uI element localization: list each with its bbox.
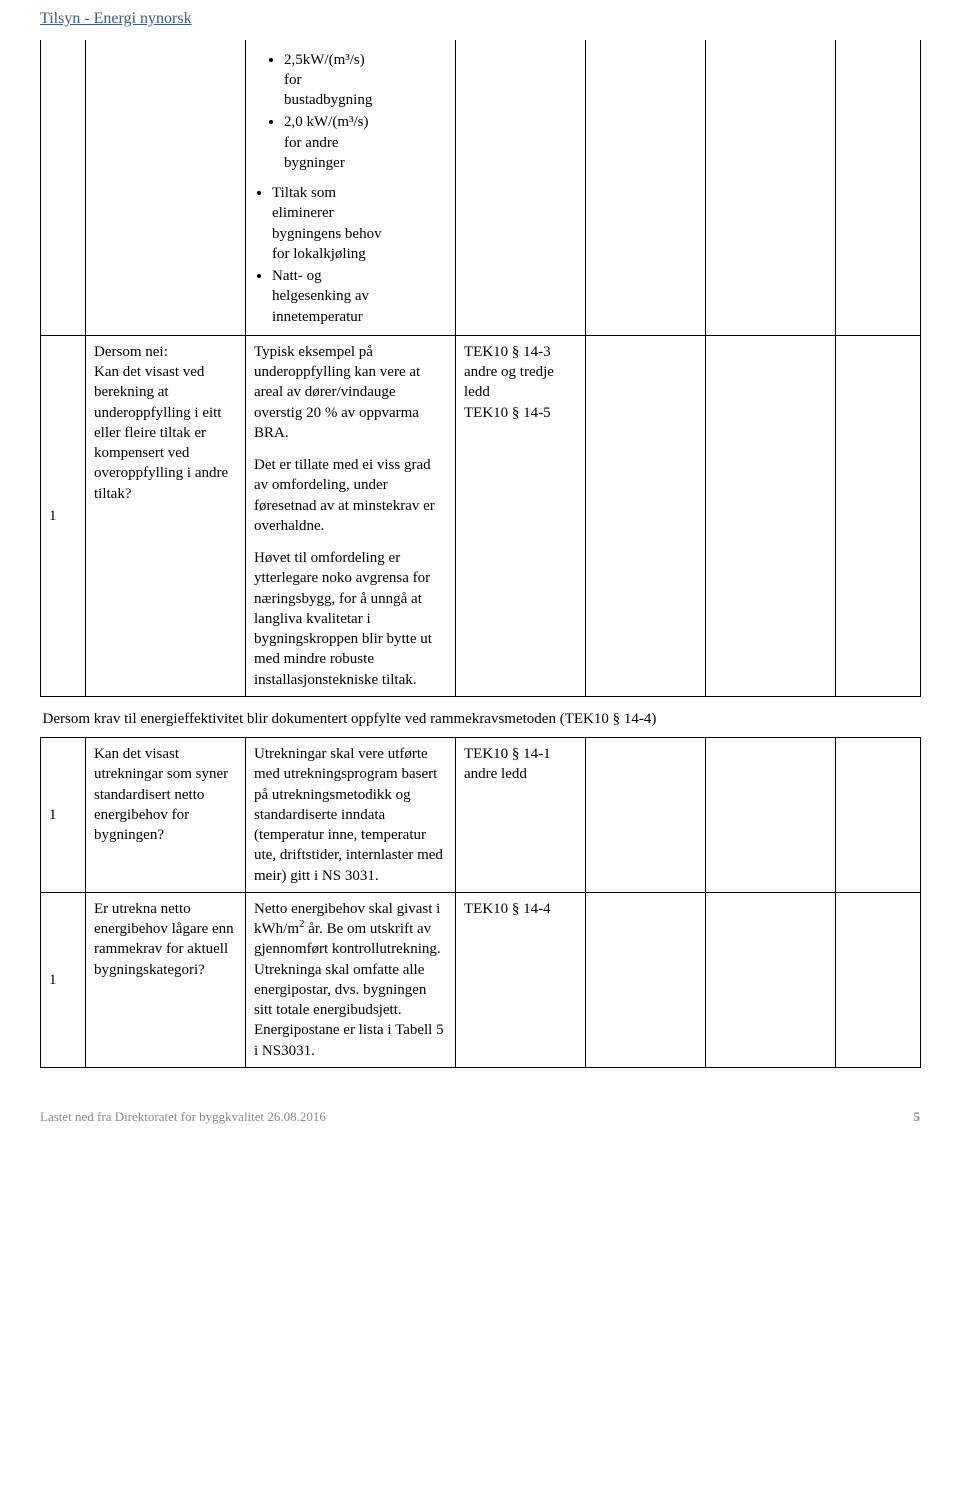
- header-link[interactable]: Tilsyn - Energi nynorsk: [40, 8, 192, 30]
- cell: TEK10 § 14-1 andre ledd: [456, 738, 586, 893]
- cell-num: 1: [41, 738, 86, 893]
- text: bygningens behov: [272, 226, 382, 242]
- cell-bullets: 2,5kW/(m³/s) for bustadbygning 2,0 kW/(m…: [246, 40, 456, 336]
- cell: [706, 738, 836, 893]
- cell: Er utrekna netto energibehov lågare enn …: [86, 892, 246, 1067]
- cell: Kan det visast utrekningar som syner sta…: [86, 738, 246, 893]
- text: for lokalkjøling: [272, 246, 366, 262]
- cell: Dersom nei: Kan det visast ved berekning…: [86, 335, 246, 696]
- table-row: 2,5kW/(m³/s) for bustadbygning 2,0 kW/(m…: [41, 40, 921, 336]
- cell: [86, 40, 246, 336]
- cell-num: [41, 40, 86, 336]
- page-footer: Lastet ned fra Direktoratet for byggkval…: [40, 1108, 920, 1126]
- cell: [586, 40, 706, 336]
- table-row: 1 Er utrekna netto energibehov lågare en…: [41, 892, 921, 1067]
- text: helgesenking av: [272, 288, 369, 304]
- cell-num: 1: [41, 892, 86, 1067]
- cell: [836, 335, 921, 696]
- cell: [706, 40, 836, 336]
- cell: [586, 892, 706, 1067]
- list-item: 2,0 kW/(m³/s) for andre bygninger: [284, 112, 447, 173]
- text: Tiltak som: [272, 185, 336, 201]
- bullet-list-level2: 2,5kW/(m³/s) for bustadbygning 2,0 kW/(m…: [254, 50, 447, 174]
- cell: [586, 738, 706, 893]
- row-number: 1: [49, 972, 57, 988]
- cell: [706, 335, 836, 696]
- superscript: 2: [299, 918, 305, 930]
- cell: [456, 40, 586, 336]
- para: Typisk eksempel på underoppfylling kan v…: [254, 342, 447, 443]
- section-heading: Dersom krav til energieffektivitet blir …: [41, 696, 921, 737]
- cell: [586, 335, 706, 696]
- cell: TEK10 § 14-3 andre og tredje ledd TEK10 …: [456, 335, 586, 696]
- row-number: 1: [49, 508, 57, 524]
- text: 2,5kW/(m³/s): [284, 52, 365, 68]
- cell: [836, 738, 921, 893]
- text: for: [284, 72, 302, 88]
- cell: Typisk eksempel på underoppfylling kan v…: [246, 335, 456, 696]
- cell: [836, 40, 921, 336]
- row-number: 1: [49, 807, 57, 823]
- footer-left: Lastet ned fra Direktoratet for byggkval…: [40, 1109, 326, 1124]
- list-item: 2,5kW/(m³/s) for bustadbygning: [284, 50, 447, 111]
- para: Det er tillate med ei viss grad av omfor…: [254, 455, 447, 536]
- cell: Netto energibehov skal givast i kWh/m2 å…: [246, 892, 456, 1067]
- text: bygninger: [284, 155, 345, 171]
- text: bustadbygning: [284, 92, 372, 108]
- text: år. Be om utskrift av gjennomført kontro…: [254, 921, 444, 1059]
- text: eliminerer: [272, 205, 334, 221]
- cell-num: 1: [41, 335, 86, 696]
- text: innetemperatur: [272, 309, 363, 325]
- para: Høvet til omfordeling er ytterlegare nok…: [254, 548, 447, 690]
- footer-page-number: 5: [914, 1108, 921, 1126]
- section-row: Dersom krav til energieffektivitet blir …: [41, 696, 921, 737]
- cell: [836, 892, 921, 1067]
- table-row: 1 Kan det visast utrekningar som syner s…: [41, 738, 921, 893]
- text: 2,0 kW/(m³/s): [284, 114, 369, 130]
- text: for andre: [284, 135, 339, 151]
- content-table: 2,5kW/(m³/s) for bustadbygning 2,0 kW/(m…: [40, 40, 921, 1068]
- list-item: Tiltak som eliminerer bygningens behov f…: [272, 183, 447, 264]
- list-item: Natt- og helgesenking av innetemperatur: [272, 266, 447, 327]
- bullet-list-level1: Tiltak som eliminerer bygningens behov f…: [254, 183, 447, 327]
- cell: [706, 892, 836, 1067]
- table-row: 1 Dersom nei: Kan det visast ved berekni…: [41, 335, 921, 696]
- cell: Utrekningar skal vere utførte med utrekn…: [246, 738, 456, 893]
- cell: TEK10 § 14-4: [456, 892, 586, 1067]
- text: Natt- og: [272, 268, 322, 284]
